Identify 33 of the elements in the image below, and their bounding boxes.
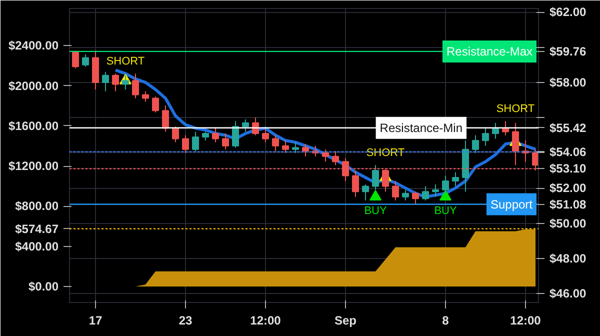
y2-tick-label: $55.42 bbox=[550, 120, 587, 135]
y-tick-label: $1600.00 bbox=[8, 118, 59, 133]
y2-tick-label: $59.76 bbox=[550, 44, 587, 58]
x-tick-label: 8 bbox=[442, 314, 450, 328]
text: SHORT bbox=[366, 147, 405, 160]
y-tick-label: $800.00 bbox=[15, 199, 59, 214]
x-tick-label: 12:00 bbox=[510, 314, 542, 328]
y-tick-label: $0.00 bbox=[28, 279, 59, 294]
y2-tick-label: $48.00 bbox=[550, 251, 587, 266]
y2-tick-label: $53.10 bbox=[550, 162, 587, 176]
x-tick-label: 17 bbox=[88, 314, 102, 328]
text: SHORT bbox=[496, 103, 535, 116]
y-tick-label: $1200.00 bbox=[8, 159, 59, 174]
y-tick-label: $574.67 bbox=[15, 222, 59, 236]
y2-tick-label: $54.06 bbox=[550, 144, 587, 159]
y2-tick-label: $51.08 bbox=[550, 197, 587, 212]
y2-tick-label: $58.00 bbox=[550, 75, 587, 90]
text: BUY bbox=[434, 204, 457, 217]
y-tick-label: $2000.00 bbox=[8, 78, 59, 93]
ref-line-label: Resistance-Min bbox=[380, 120, 463, 135]
series-label: SHORT bbox=[106, 56, 145, 68]
series-label: BUY bbox=[364, 204, 388, 217]
ref-line-label: Resistance-Max bbox=[446, 44, 533, 58]
y2-tick-label: $50.00 bbox=[550, 216, 587, 230]
x-tick-label: Sep bbox=[334, 314, 357, 328]
y-tick-label: $2400.00 bbox=[8, 38, 59, 53]
y-tick-label: $400.00 bbox=[15, 239, 59, 254]
y2-tick-label: $62.00 bbox=[550, 5, 587, 20]
x-tick-label: 23 bbox=[178, 314, 192, 328]
x-tick-label: 12:00 bbox=[250, 314, 282, 328]
y2-tick-label: $52.00 bbox=[550, 181, 587, 196]
ref-line-label: Support bbox=[490, 197, 534, 212]
y2-tick-label: $46.00 bbox=[550, 286, 587, 301]
